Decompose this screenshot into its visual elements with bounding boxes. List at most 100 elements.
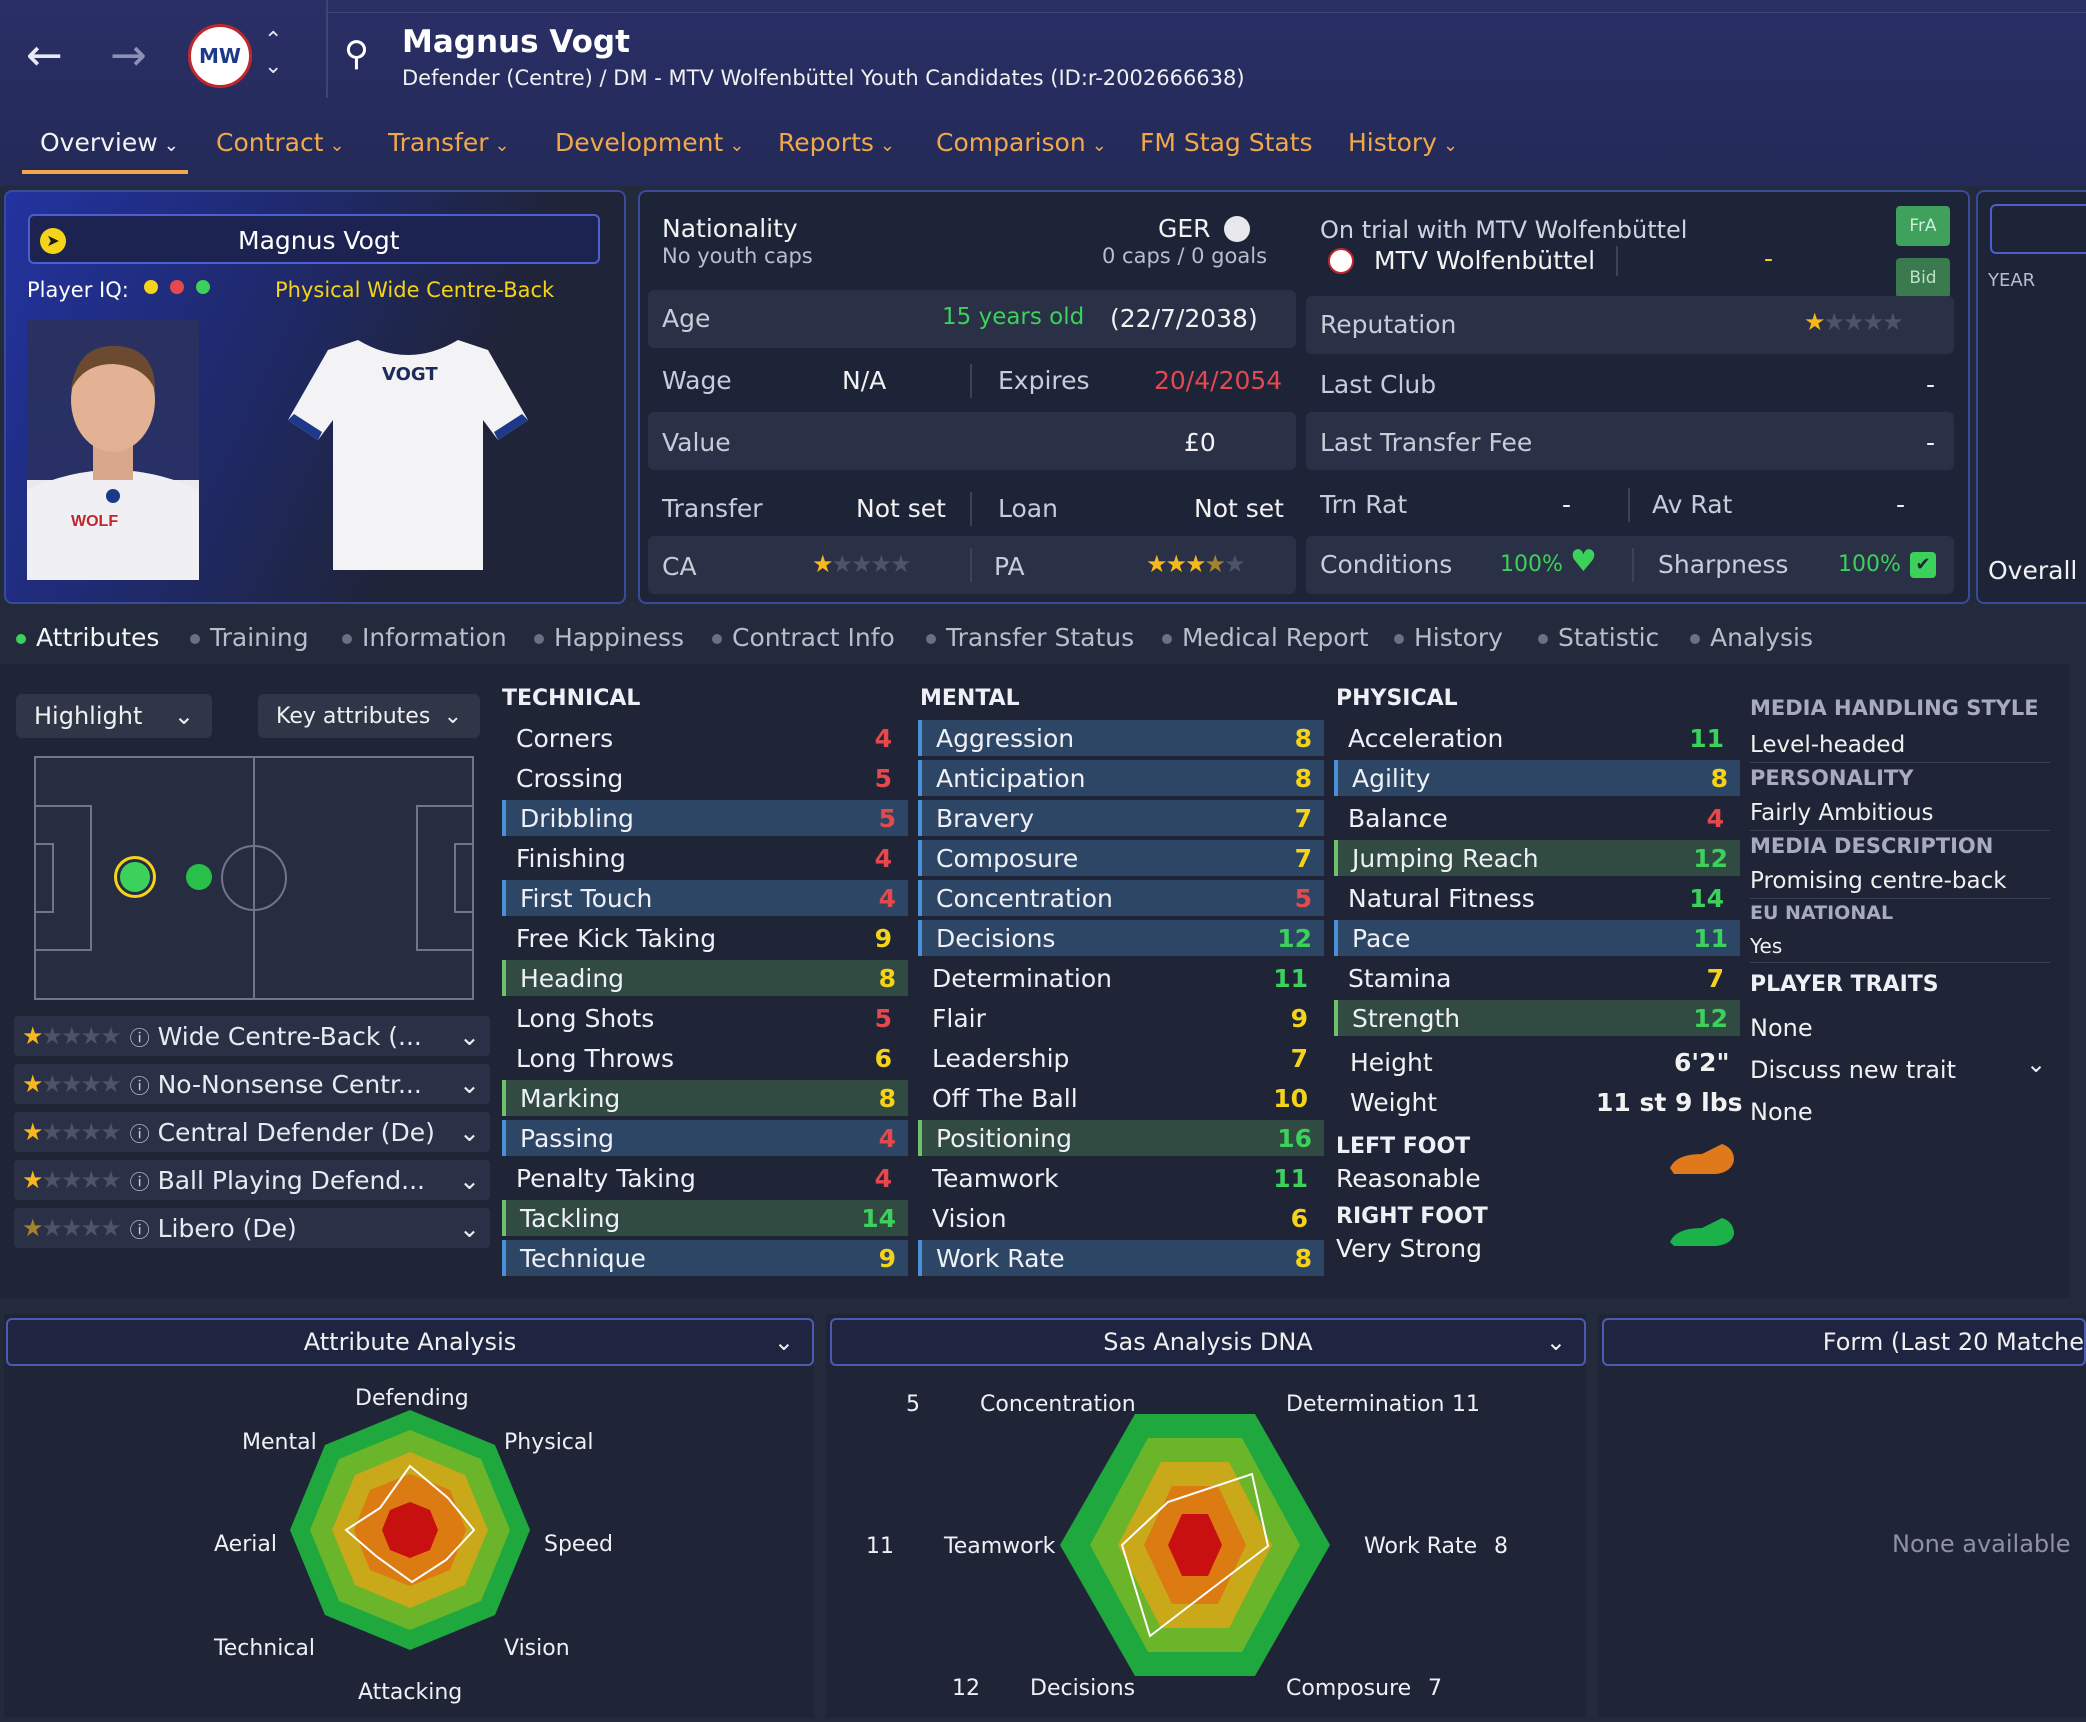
attribute-row[interactable]: Passing 4 bbox=[502, 1120, 908, 1156]
attribute-value: 8 bbox=[878, 963, 896, 993]
player-status-icon[interactable]: ➤ bbox=[40, 228, 66, 254]
attribute-analysis-dropdown[interactable]: Attribute Analysis ⌄ bbox=[6, 1318, 814, 1366]
tab-comparison[interactable]: Comparison ⌄ bbox=[936, 128, 1107, 157]
info-icon[interactable]: ⓘ bbox=[129, 1025, 150, 1050]
highlight-dropdown[interactable]: Highlight ⌄ bbox=[16, 694, 212, 738]
info-icon[interactable]: ⓘ bbox=[129, 1121, 150, 1146]
subtab-information[interactable]: Information bbox=[342, 623, 507, 652]
attribute-row[interactable]: Concentration 5 bbox=[918, 880, 1324, 916]
attribute-row[interactable]: Agility 8 bbox=[1334, 760, 1740, 796]
attribute-row[interactable]: Stamina 7 bbox=[1334, 960, 1736, 996]
chevron-down-icon[interactable]: ⌄ bbox=[2026, 1050, 2047, 1078]
forward-arrow-icon[interactable]: → bbox=[110, 30, 147, 81]
club-switch-chevrons-icon[interactable]: ⌃ ⌄ bbox=[264, 28, 283, 79]
tab-reports[interactable]: Reports ⌄ bbox=[778, 128, 895, 157]
attribute-row[interactable]: Work Rate 8 bbox=[918, 1240, 1324, 1276]
info-panel bbox=[638, 190, 1970, 604]
info-icon[interactable]: ⓘ bbox=[129, 1073, 150, 1098]
radar-label-aerial: Aerial bbox=[214, 1532, 277, 1557]
reputation-label: Reputation bbox=[1320, 310, 1457, 339]
key-attributes-dropdown[interactable]: Key attributes ⌄ bbox=[258, 694, 480, 738]
attribute-row[interactable]: Technique 9 bbox=[502, 1240, 908, 1276]
attribute-row[interactable]: Decisions 12 bbox=[918, 920, 1324, 956]
subtab-training[interactable]: Training bbox=[190, 623, 309, 652]
subtab-analysis[interactable]: Analysis bbox=[1690, 623, 1813, 652]
subtab-attributes[interactable]: Attributes bbox=[16, 623, 159, 652]
conditions-label: Conditions bbox=[1320, 550, 1453, 579]
height-label: Height bbox=[1350, 1048, 1433, 1077]
attribute-row[interactable]: Determination 11 bbox=[918, 960, 1320, 996]
bid-button[interactable]: Bid bbox=[1896, 258, 1950, 298]
attribute-row[interactable]: Pace 11 bbox=[1334, 920, 1740, 956]
fra-button[interactable]: FrA bbox=[1896, 206, 1950, 246]
info-icon[interactable]: ⓘ bbox=[129, 1217, 150, 1242]
attribute-row[interactable]: Leadership 7 bbox=[918, 1040, 1320, 1076]
subtab-medical-report[interactable]: Medical Report bbox=[1162, 623, 1369, 652]
attribute-row[interactable]: Positioning 16 bbox=[918, 1120, 1324, 1156]
subtab-happiness[interactable]: Happiness bbox=[534, 623, 684, 652]
age-value: 15 years old bbox=[942, 304, 1085, 330]
radar-label-attacking: Attacking bbox=[358, 1680, 463, 1705]
trn-rat-label: Trn Rat bbox=[1320, 490, 1408, 519]
attribute-row[interactable]: Bravery 7 bbox=[918, 800, 1324, 836]
attribute-row[interactable]: Composure 7 bbox=[918, 840, 1324, 876]
divider bbox=[1750, 830, 2050, 831]
tab-overview[interactable]: Overview ⌄ bbox=[40, 128, 179, 157]
attribute-row[interactable]: Anticipation 8 bbox=[918, 760, 1324, 796]
attribute-row[interactable]: Acceleration 11 bbox=[1334, 720, 1736, 756]
attribute-row[interactable]: Crossing 5 bbox=[502, 760, 904, 796]
attribute-row[interactable]: Penalty Taking 4 bbox=[502, 1160, 904, 1196]
attribute-row[interactable]: Free Kick Taking 9 bbox=[502, 920, 904, 956]
attribute-row[interactable]: Tackling 14 bbox=[502, 1200, 908, 1236]
attribute-row[interactable]: First Touch 4 bbox=[502, 880, 908, 916]
attribute-row[interactable]: Off The Ball 10 bbox=[918, 1080, 1320, 1116]
attribute-row[interactable]: Heading 8 bbox=[502, 960, 908, 996]
role-row[interactable]: ★★★★★ ⓘ Wide Centre-Back (... ⌄ bbox=[14, 1016, 490, 1056]
subtab-contract-info[interactable]: Contract Info bbox=[712, 623, 895, 652]
conditions-value: 100% bbox=[1500, 552, 1563, 577]
attribute-row[interactable]: Jumping Reach 12 bbox=[1334, 840, 1740, 876]
subtab-transfer-status[interactable]: Transfer Status bbox=[926, 623, 1134, 652]
club-name[interactable]: MTV Wolfenbüttel bbox=[1374, 246, 1596, 275]
position-pitch bbox=[34, 756, 474, 1004]
attribute-row[interactable]: Strength 12 bbox=[1334, 1000, 1740, 1036]
subtab-history[interactable]: History bbox=[1394, 623, 1503, 652]
attribute-row[interactable]: Aggression 8 bbox=[918, 720, 1324, 756]
tab-history[interactable]: History ⌄ bbox=[1348, 128, 1459, 157]
club-crest-small-icon[interactable] bbox=[1328, 248, 1354, 274]
attribute-row[interactable]: Long Shots 5 bbox=[502, 1000, 904, 1036]
tab-fm-stag-stats[interactable]: FM Stag Stats bbox=[1140, 128, 1313, 157]
role-row[interactable]: ★★★★★ ⓘ Libero (De) ⌄ bbox=[14, 1208, 490, 1248]
attribute-value: 14 bbox=[861, 1203, 896, 1233]
nation-flag-icon[interactable] bbox=[1224, 216, 1250, 242]
dna-dropdown[interactable]: Sas Analysis DNA ⌄ bbox=[830, 1318, 1586, 1366]
discuss-new-trait[interactable]: Discuss new trait bbox=[1750, 1056, 1956, 1084]
back-arrow-icon[interactable]: ← bbox=[26, 30, 63, 81]
attribute-row[interactable]: Finishing 4 bbox=[502, 840, 904, 876]
attribute-row[interactable]: Balance 4 bbox=[1334, 800, 1736, 836]
tab-contract[interactable]: Contract ⌄ bbox=[216, 128, 345, 157]
attribute-row[interactable]: Long Throws 6 bbox=[502, 1040, 904, 1076]
stats-stub-dropdown[interactable] bbox=[1990, 204, 2086, 254]
search-icon[interactable]: ⚲ bbox=[344, 34, 369, 74]
tab-development[interactable]: Development ⌄ bbox=[555, 128, 745, 157]
info-icon[interactable]: ⓘ bbox=[129, 1169, 150, 1194]
subtab-statistic[interactable]: Statistic bbox=[1538, 623, 1659, 652]
role-row[interactable]: ★★★★★ ⓘ Ball Playing Defend... ⌄ bbox=[14, 1160, 490, 1200]
natural-position-marker[interactable] bbox=[114, 856, 156, 898]
left-foot-label: LEFT FOOT bbox=[1336, 1134, 1471, 1159]
form-dropdown[interactable]: Form (Last 20 Matche bbox=[1602, 1318, 2086, 1366]
attribute-row[interactable]: Marking 8 bbox=[502, 1080, 908, 1116]
attribute-row[interactable]: Corners 4 bbox=[502, 720, 904, 756]
attribute-row[interactable]: Teamwork 11 bbox=[918, 1160, 1320, 1196]
accomplished-position-marker[interactable] bbox=[186, 864, 212, 890]
tab-transfer[interactable]: Transfer ⌄ bbox=[388, 128, 510, 157]
attribute-row[interactable]: Natural Fitness 14 bbox=[1334, 880, 1736, 916]
player-traits-header: PLAYER TRAITS bbox=[1750, 972, 1939, 997]
attribute-row[interactable]: Flair 9 bbox=[918, 1000, 1320, 1036]
role-row[interactable]: ★★★★★ ⓘ No-Nonsense Centr... ⌄ bbox=[14, 1064, 490, 1104]
attribute-row[interactable]: Vision 6 bbox=[918, 1200, 1320, 1236]
club-crest-icon[interactable]: MW bbox=[188, 24, 252, 88]
role-row[interactable]: ★★★★★ ⓘ Central Defender (De) ⌄ bbox=[14, 1112, 490, 1152]
attribute-row[interactable]: Dribbling 5 bbox=[502, 800, 908, 836]
